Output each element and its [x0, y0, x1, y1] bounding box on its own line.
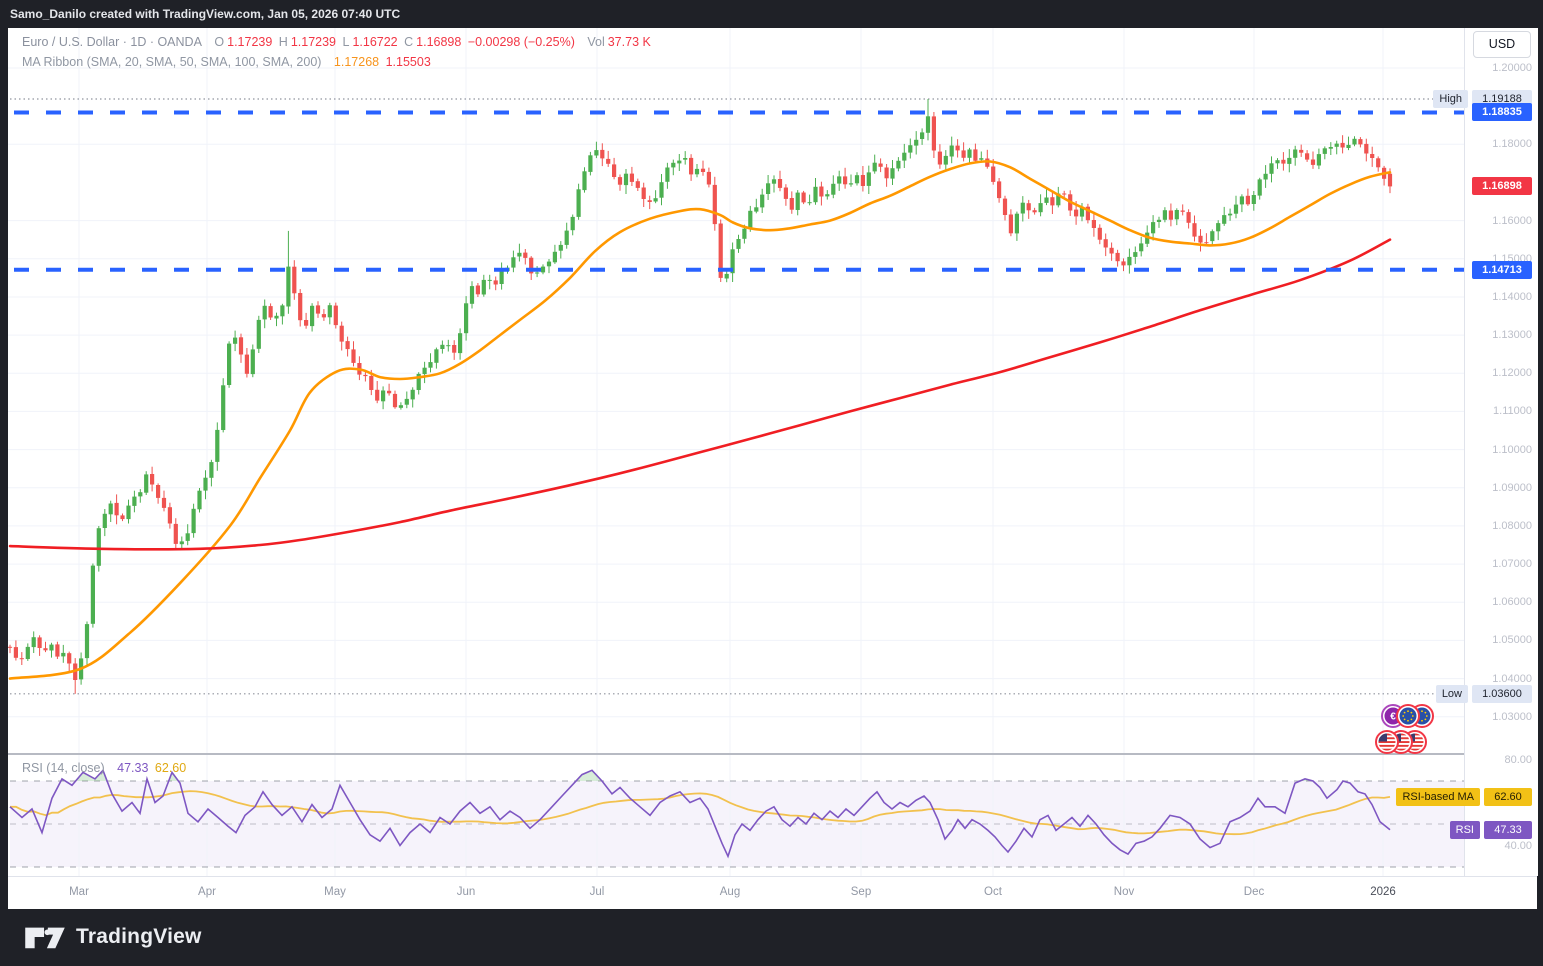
eu-flag-icon[interactable] [1396, 704, 1420, 728]
volume-value: 37.73 K [607, 35, 651, 49]
currency-toggle-button[interactable]: USD [1473, 31, 1531, 58]
price-tick: 1.18000 [1492, 138, 1532, 150]
rsi-indicator-label[interactable]: RSI (14, close) [22, 761, 105, 775]
chart-widget: Euro / U.S. Dollar · 1D · OANDA O 1.17239… [8, 28, 1538, 909]
low-value: 1.16722 [352, 35, 398, 49]
current-price-label[interactable]: 1.16898 [1472, 177, 1532, 195]
time-axis-label[interactable]: Dec [1243, 886, 1265, 898]
price-scale[interactable]: USD 1.20000 1.18000 1.16000 1.15000 1.14000 1… [1464, 28, 1538, 876]
time-axis-label[interactable]: Oct [984, 886, 1002, 898]
svg-text:€: € [1390, 712, 1396, 723]
low-label: L [342, 35, 350, 49]
ma-ribbon-label[interactable]: MA Ribbon (SMA, 20, SMA, 50, SMA, 100, S… [22, 55, 322, 69]
time-axis-label[interactable]: 2026 [1370, 886, 1396, 898]
time-axis-label[interactable]: Mar [69, 886, 89, 898]
price-tick: 1.08000 [1492, 520, 1532, 532]
time-axis-label[interactable]: Jul [589, 886, 605, 898]
close-value: 1.16898 [416, 35, 462, 49]
low-price-label[interactable]: 1.03600 [1472, 685, 1532, 703]
resistance-level-label[interactable]: 1.18835 [1472, 103, 1532, 121]
price-tick: 1.20000 [1492, 62, 1532, 74]
price-tick: 1.10000 [1492, 444, 1532, 456]
price-tick: 1.05000 [1492, 634, 1532, 646]
attribution-text: Samo_Danilo created with TradingView.com… [10, 7, 401, 21]
price-tick: 1.03000 [1492, 711, 1532, 723]
support-level-label[interactable]: 1.14713 [1472, 261, 1532, 279]
tradingview-logo[interactable]: TradingView [24, 921, 202, 953]
tradingview-logo-text: TradingView [76, 925, 202, 948]
price-tick: 1.04000 [1492, 673, 1532, 685]
change-value: −0.00298 (−0.25%) [467, 35, 575, 49]
high-value: 1.17239 [290, 35, 337, 49]
rsi-value-label[interactable]: 47.33 [1484, 821, 1532, 839]
symbol-legend-row: Euro / U.S. Dollar · 1D · OANDA O 1.17239… [22, 35, 654, 49]
us-flag-icon[interactable] [1375, 730, 1399, 754]
rsi-pane-canvas[interactable] [8, 755, 1464, 876]
pane-separator[interactable] [8, 753, 1537, 755]
time-axis-label[interactable]: Apr [198, 886, 216, 898]
rsi-tick: 80.00 [1504, 754, 1532, 766]
close-label: C [404, 35, 414, 49]
price-tick: 1.16000 [1492, 215, 1532, 227]
price-tick: 1.11000 [1493, 405, 1532, 417]
price-tick: 1.09000 [1492, 482, 1532, 494]
rsi-ma-value: 62.60 [154, 761, 187, 775]
rsi-legend-row: RSI (14, close) 47.33 62.60 [22, 761, 189, 775]
rsi-ma-label-prefix: RSI-based MA [1396, 788, 1480, 806]
attribution-bar: Samo_Danilo created with TradingView.com… [0, 0, 1543, 28]
ma-slow-value: 1.15503 [385, 55, 431, 69]
rsi-value: 47.33 [117, 761, 149, 775]
price-pane-canvas[interactable] [8, 28, 1464, 753]
time-axis-label[interactable]: May [324, 886, 346, 898]
economic-events-markers[interactable]: € [1374, 702, 1436, 758]
high-label: H [278, 35, 288, 49]
price-tick: 1.07000 [1492, 558, 1532, 570]
volume-label: Vol [587, 35, 605, 49]
price-tick: 1.06000 [1492, 596, 1532, 608]
price-tick: 1.13000 [1492, 329, 1532, 341]
rsi-tick: 40.00 [1504, 840, 1532, 852]
open-label: O [214, 35, 225, 49]
price-tick: 1.14000 [1492, 291, 1532, 303]
open-value: 1.17239 [227, 35, 273, 49]
high-price-label-prefix: High [1433, 90, 1468, 108]
tradingview-logo-icon [25, 927, 65, 949]
time-axis-label[interactable]: Nov [1113, 886, 1135, 898]
ma-fast-value: 1.17268 [333, 55, 380, 69]
low-price-label-prefix: Low [1435, 685, 1468, 703]
ma-ribbon-legend-row: MA Ribbon (SMA, 20, SMA, 50, SMA, 100, S… [22, 55, 434, 69]
footer-bar: TradingView [0, 908, 1543, 966]
time-axis-label[interactable]: Aug [719, 886, 741, 898]
time-axis-label[interactable]: Jun [456, 886, 476, 898]
time-axis-label[interactable]: Sep [850, 886, 872, 898]
price-tick: 1.12000 [1492, 367, 1532, 379]
symbol-title[interactable]: Euro / U.S. Dollar · 1D · OANDA [22, 35, 202, 49]
rsi-ma-label[interactable]: 62.60 [1484, 788, 1532, 806]
time-axis[interactable]: Mar Apr May Jun Jul Aug Sep Oct Nov Dec 2026 [8, 876, 1537, 909]
rsi-value-label-prefix: RSI [1449, 821, 1480, 839]
